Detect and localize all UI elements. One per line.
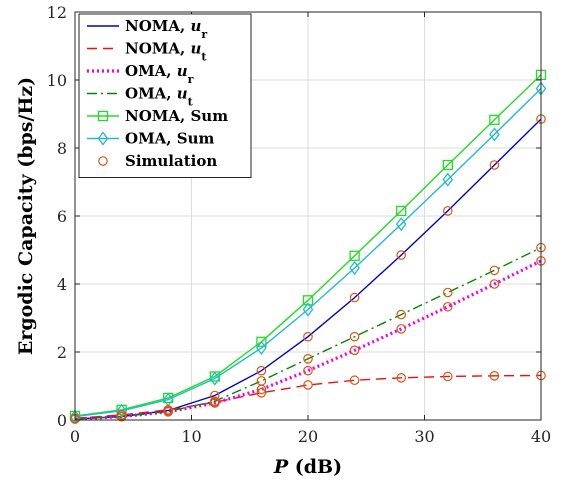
data-point-marker [303, 353, 313, 364]
series-line [74, 74, 542, 417]
series-2 [74, 259, 542, 421]
x-axis-label: P (dB) [273, 456, 342, 478]
axis-ticks: 0 10 20 30 40 0 2 4 6 8 10 12 [47, 3, 552, 446]
data-point-marker [256, 376, 267, 386]
legend-entry: OMA, Sum [87, 130, 214, 148]
legend-label: Simulation [125, 152, 217, 170]
data-point-marker [489, 265, 500, 276]
data-point-marker [256, 387, 267, 398]
data-point-marker [349, 375, 360, 386]
legend-box [78, 13, 252, 178]
legend-entry: OMA, ut [87, 85, 194, 109]
data-point-marker [442, 172, 454, 187]
legend-label: NOMA, ut [125, 40, 207, 64]
data-point-marker [489, 160, 500, 170]
legend-swatch-marker [98, 156, 108, 166]
data-point-marker [303, 365, 313, 376]
data-point-marker [489, 279, 500, 289]
y-tick-label: 8 [57, 139, 67, 158]
x-tick-label: 10 [181, 427, 201, 446]
data-point-marker [349, 345, 360, 356]
data-point-marker [256, 365, 267, 376]
data-point-marker [349, 250, 360, 261]
series-1 [74, 374, 542, 419]
legend-label: OMA, Sum [125, 130, 214, 148]
legend-entry: Simulation [98, 152, 217, 170]
data-point-marker [116, 411, 127, 422]
y-tick-label: 6 [57, 207, 67, 226]
data-point-marker [302, 302, 314, 317]
legend-label: OMA, ur [125, 62, 194, 86]
legend-swatch-marker [97, 131, 109, 146]
series-line [74, 118, 542, 420]
y-tick-label: 2 [57, 343, 67, 362]
data-point-marker [256, 340, 267, 356]
data-point-marker [442, 287, 453, 298]
data-point-marker [163, 406, 173, 417]
data-point-marker [442, 159, 453, 171]
data-point-marker [396, 324, 406, 334]
data-point-marker [442, 371, 453, 382]
legend-label: NOMA, ur [125, 17, 207, 41]
data-point-marker [303, 331, 313, 342]
series-0 [74, 118, 542, 420]
data-point-marker [396, 250, 406, 260]
legend-label: NOMA, Sum [125, 107, 228, 125]
legend-entry: NOMA, ur [87, 17, 207, 41]
data-point-marker [489, 370, 500, 381]
y-tick-label: 0 [57, 411, 67, 430]
x-tick-label: 20 [298, 427, 318, 446]
y-axis-label: Ergodic Capacity (bps/Hz) [15, 77, 37, 355]
y-tick-label: 12 [47, 3, 67, 22]
data-point-marker [209, 371, 221, 386]
x-tick-label: 30 [414, 427, 434, 446]
data-point-marker [396, 205, 407, 217]
data-point-marker [302, 295, 314, 306]
x-axis-label-unit: (dB) [288, 456, 342, 478]
data-point-marker [349, 292, 360, 303]
data-point-marker [210, 396, 220, 407]
data-point-marker [256, 336, 267, 347]
legend-entry: NOMA, Sum [87, 107, 228, 125]
data-point-marker [349, 260, 360, 276]
data-point-marker [396, 373, 406, 383]
series-line [74, 88, 542, 418]
legend-swatch-marker [97, 110, 109, 122]
data-point-marker [442, 301, 453, 312]
x-tick-label: 40 [531, 427, 551, 446]
legend-entry: OMA, ur [87, 62, 194, 86]
series-line [74, 374, 542, 419]
series-line [74, 259, 542, 421]
series-line [74, 246, 542, 420]
data-point-marker [396, 309, 406, 320]
x-tick-label: 0 [70, 427, 80, 446]
data-point-marker [349, 331, 360, 342]
legend-label: OMA, ut [125, 85, 194, 109]
y-tick-label: 4 [57, 275, 67, 294]
data-point-marker [116, 403, 127, 418]
data-point-marker [395, 217, 407, 232]
data-point-marker [489, 114, 500, 125]
data-point-marker [210, 390, 220, 401]
legend-entry: NOMA, ut [87, 40, 207, 64]
series-3 [74, 246, 542, 420]
data-point-marker [303, 380, 313, 390]
data-point-marker [442, 206, 453, 216]
y-tick-label: 10 [47, 71, 67, 90]
data-point-marker [489, 127, 500, 142]
x-axis-label-symbol: P [273, 456, 289, 478]
